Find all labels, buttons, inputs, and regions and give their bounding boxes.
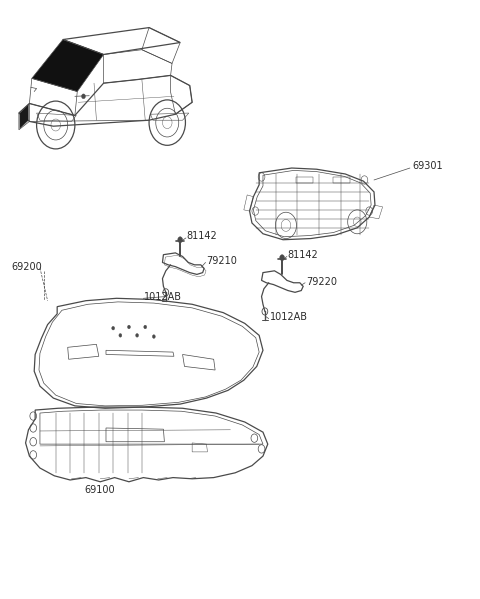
- Circle shape: [144, 325, 147, 329]
- Text: 79220: 79220: [306, 277, 337, 286]
- Polygon shape: [20, 105, 28, 129]
- Circle shape: [112, 326, 115, 330]
- Circle shape: [280, 255, 285, 261]
- Text: 81142: 81142: [288, 250, 319, 260]
- Text: 81142: 81142: [186, 231, 217, 241]
- Circle shape: [128, 325, 131, 329]
- Circle shape: [153, 335, 156, 338]
- Text: 1012AB: 1012AB: [270, 313, 308, 322]
- Text: 69100: 69100: [84, 485, 115, 495]
- Text: 69200: 69200: [11, 262, 42, 271]
- Text: 79210: 79210: [206, 256, 238, 266]
- Text: 69301: 69301: [412, 161, 443, 171]
- Polygon shape: [32, 40, 104, 92]
- Circle shape: [178, 237, 182, 243]
- Circle shape: [119, 334, 122, 337]
- Circle shape: [82, 94, 85, 99]
- Circle shape: [136, 334, 139, 337]
- Text: 1012AB: 1012AB: [144, 292, 182, 302]
